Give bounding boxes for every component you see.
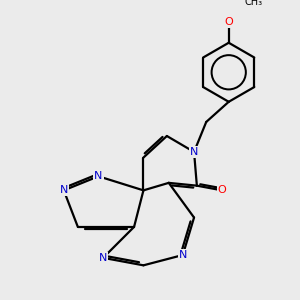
Text: N: N	[99, 253, 107, 263]
Text: N: N	[60, 185, 68, 195]
Text: CH₃: CH₃	[244, 0, 262, 7]
Text: N: N	[94, 171, 103, 181]
Text: O: O	[224, 17, 233, 27]
Text: N: N	[178, 250, 187, 260]
Text: N: N	[190, 147, 198, 157]
Text: O: O	[218, 185, 226, 195]
